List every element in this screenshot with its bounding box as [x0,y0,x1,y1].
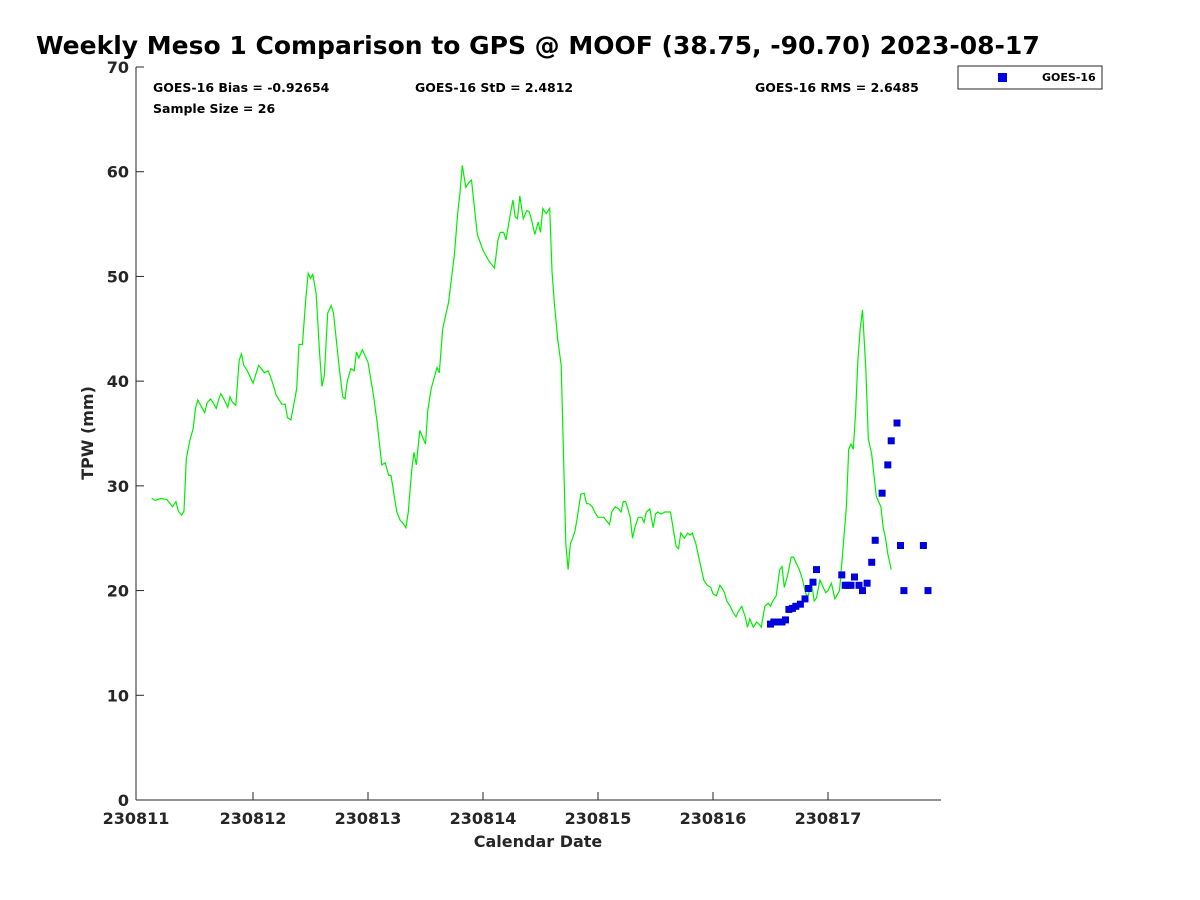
x-tick-label: 230817 [795,809,862,828]
x-tick-label: 230811 [103,809,170,828]
x-tick-label: 230813 [335,809,402,828]
goes16-point [847,581,855,589]
goes16-point [859,587,866,595]
goes16-point [924,587,932,595]
goes16-point [813,566,820,574]
legend-marker-goes16 [998,73,1007,82]
goes16-point [804,585,812,592]
goes16-point [919,542,927,549]
y-tick-label: 20 [107,582,129,601]
goes16-point [801,595,809,603]
gps-series-line [151,165,892,629]
legend-box [957,65,1103,90]
goes16-point [855,581,863,589]
stat-rms: GOES-16 RMS = 2.6485 [755,80,919,95]
goes16-point [851,573,858,581]
goes16-point [809,578,817,586]
goes16-point [884,461,892,469]
stat-std: GOES-16 StD = 2.4812 [415,80,573,95]
y-tick-label: 0 [118,791,129,810]
x-tick-label: 230816 [680,809,747,828]
y-tick-label: 40 [107,372,129,391]
x-axis-label: Calendar Date [474,832,603,851]
x-ticks: 230811 230812 230813 230814 230815 230816 2308… [103,792,862,828]
y-tick-label: 70 [107,58,129,77]
goes16-point [838,571,846,579]
chart-title: Weekly Meso 1 Comparison to GPS @ MOOF (… [36,31,1040,60]
goes16-point [871,536,879,544]
y-tick-label: 50 [107,267,129,286]
goes16-point [863,579,871,587]
x-tick-label: 230812 [220,809,287,828]
goes16-point [773,618,781,626]
goes16-point [868,558,876,566]
goes16-point [887,437,895,445]
goes16-point [900,587,908,595]
goes16-series-points [767,419,932,628]
goes16-point [878,489,886,497]
x-tick-label: 230814 [450,809,517,828]
y-ticks: 0 10 20 30 40 50 60 70 [107,58,144,810]
goes16-point [893,419,901,427]
y-tick-label: 30 [107,477,129,496]
y-tick-label: 60 [107,163,129,182]
stat-sample-size: Sample Size = 26 [153,101,275,116]
stat-bias: GOES-16 Bias = -0.92654 [153,80,330,95]
y-tick-label: 10 [107,686,129,705]
goes16-point [796,600,804,608]
legend-label-goes16: GOES-16 [1042,71,1096,84]
goes16-point [792,602,800,610]
y-axis-label: TPW (mm) [78,386,97,480]
x-tick-label: 230815 [565,809,632,828]
legend: GOES-16 [957,65,1103,90]
goes16-point [782,616,789,624]
goes16-point [897,542,904,549]
